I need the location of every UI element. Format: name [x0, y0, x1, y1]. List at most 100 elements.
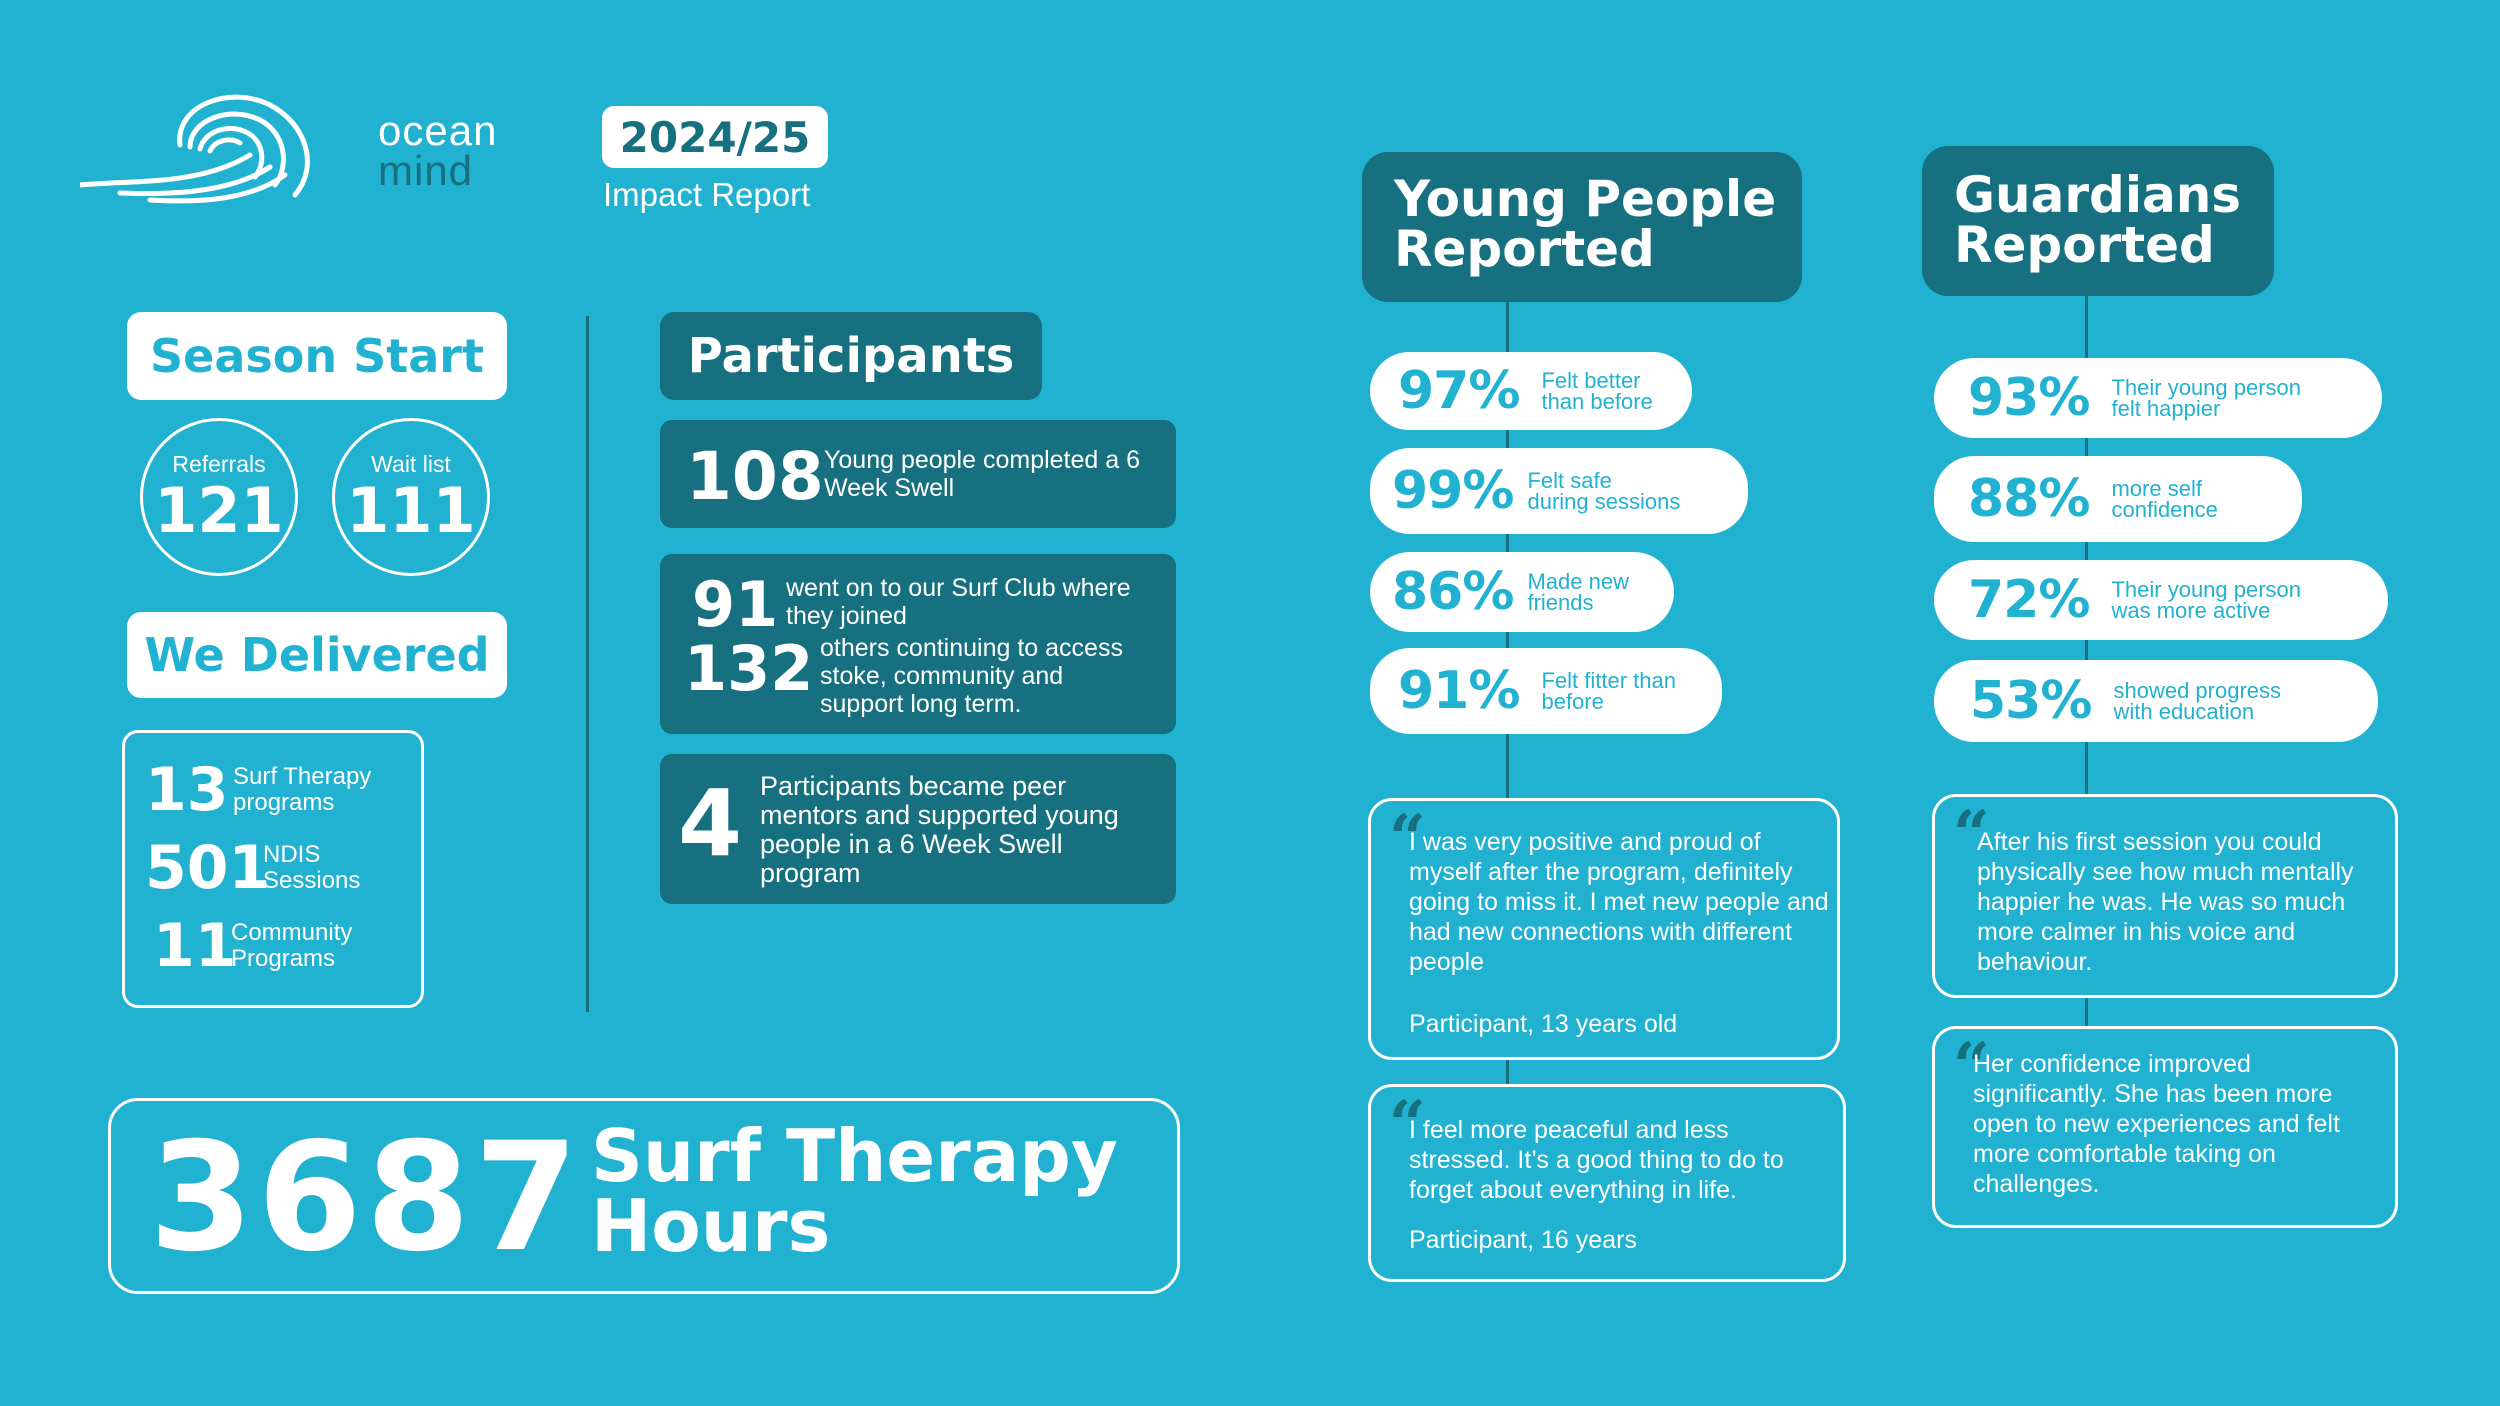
guardian-stat-line1: showed progress — [2113, 678, 2282, 703]
delivered-item: 11 Community Programs — [153, 911, 391, 981]
young-quote-author: Participant, 16 years — [1409, 1226, 1637, 1254]
participants-card-completed: 108 Young people completed a 6 Week Swel… — [660, 420, 1176, 528]
young-quote-text: I feel more peaceful and less stressed. … — [1409, 1116, 1784, 1204]
hours-label-line2: Hours — [591, 1184, 831, 1268]
delivered-value: 11 — [153, 911, 237, 981]
guardian-stat-line2: confidence — [2111, 497, 2218, 522]
referrals-value: 121 — [154, 474, 284, 547]
guardian-stat-line2: felt happier — [2111, 396, 2221, 421]
referrals-label: Referrals — [172, 451, 266, 477]
delivered-label: NDIS Sessions — [263, 841, 361, 894]
guardian-stat-pill: 93% Their young person felt happier — [1934, 358, 2382, 438]
guardian-stat-pill: 72% Their young person was more active — [1934, 560, 2388, 640]
guardian-stat-pct: 88% — [1968, 469, 2090, 529]
participants-title: Participants — [687, 328, 1015, 384]
young-stat-pct: 97% — [1398, 361, 1520, 421]
young-stat-line1: Felt better — [1541, 368, 1641, 393]
guardian-quote-text: After his first session you could physic… — [1977, 828, 2354, 976]
mentors-text: Participants became peer mentors and sup… — [760, 771, 1119, 888]
waitlist-label: Wait list — [371, 451, 451, 477]
season-start-title: Season Start — [150, 329, 484, 383]
delivered-item: 501 NDIS Sessions — [145, 833, 373, 903]
guardian-stat-label: more self confidence — [2111, 476, 2218, 522]
young-stat-pill: 91% Felt fitter than before — [1370, 648, 1722, 734]
completed-value: 108 — [686, 438, 824, 515]
hours-label-line1: Surf Therapy — [591, 1114, 1118, 1198]
guardians-title-line2: Reported — [1954, 216, 2215, 274]
young-quote-card: “ I feel more peaceful and less stressed… — [1368, 1084, 1846, 1282]
young-people-header: Young People Reported — [1362, 152, 1802, 302]
waitlist-circle: Wait list 111 — [332, 418, 490, 576]
hours-value: 3687 — [149, 1111, 583, 1285]
hours-label: Surf Therapy Hours — [591, 1114, 1118, 1268]
guardian-stat-pill: 53% showed progress with education — [1934, 660, 2378, 742]
guardian-stat-label: Their young person felt happier — [2111, 375, 2302, 421]
young-people-title-line1: Young People — [1394, 170, 1777, 228]
guardian-stat-pct: 93% — [1968, 368, 2090, 428]
guardian-stat-pill: 88% more self confidence — [1934, 456, 2302, 542]
young-stat-label: Felt fitter than before — [1541, 668, 1676, 714]
young-stat-pill: 97% Felt better than before — [1370, 352, 1692, 430]
young-quote-card: “ I was very positive and proud of mysel… — [1368, 798, 1840, 1060]
guardians-header: Guardians Reported — [1922, 146, 2274, 296]
young-stat-label: Felt safe during sessions — [1527, 468, 1681, 514]
young-quote-author: Participant, 13 years old — [1409, 1010, 1678, 1038]
participants-card-mentors: 4 Participants became peer mentors and s… — [660, 754, 1176, 904]
young-stat-pct: 99% — [1392, 461, 1514, 521]
guardian-stat-pct: 53% — [1970, 671, 2092, 731]
young-stat-line2: than before — [1541, 389, 1653, 414]
we-delivered-title: We Delivered — [144, 628, 490, 682]
young-stat-line2: before — [1541, 689, 1604, 714]
quote-mark-icon: “ — [1389, 1087, 1426, 1162]
mentors-value: 4 — [678, 770, 743, 877]
young-stat-pill: 99% Felt safe during sessions — [1370, 448, 1748, 534]
guardian-quote-text: Her confidence improved significantly. S… — [1973, 1050, 2340, 1198]
column-divider — [586, 316, 589, 1012]
delivered-value: 501 — [145, 833, 271, 903]
guardian-stat-label: showed progress with education — [2113, 678, 2282, 723]
report-label: Impact Report — [603, 176, 811, 213]
young-quote-text: I was very positive and proud of myself … — [1409, 828, 1829, 976]
delivered-label: Surf Therapy programs — [233, 763, 372, 816]
guardian-quote-card: “ Her confidence improved significantly.… — [1932, 1026, 2398, 1228]
young-stat-pct: 91% — [1398, 661, 1520, 721]
wave-logo-icon — [80, 94, 310, 204]
year-text: 2024/25 — [619, 112, 811, 162]
waitlist-value: 111 — [346, 474, 476, 547]
guardian-quote-card: “ After his first session you could phys… — [1932, 794, 2398, 998]
hours-box: 3687 Surf Therapy Hours — [108, 1098, 1180, 1294]
participants-header: Participants — [660, 312, 1042, 400]
young-stat-label: Felt better than before — [1541, 368, 1653, 414]
young-people-title-line2: Reported — [1394, 220, 1655, 278]
guardian-stat-label: Their young person was more active — [2111, 579, 2301, 623]
young-stat-line2: friends — [1527, 590, 1594, 615]
season-start-header: Season Start — [127, 312, 507, 400]
guardians-title: Guardians Reported — [1954, 170, 2241, 270]
guardian-stat-line1: more self — [2111, 476, 2202, 501]
brand-name-ocean: ocean — [378, 107, 498, 154]
young-stat-line1: Made new — [1527, 569, 1629, 594]
young-stat-pct: 86% — [1392, 562, 1514, 622]
guardian-stat-pct: 72% — [1968, 570, 2090, 630]
brand-name-mind: mind — [378, 147, 474, 194]
young-stat-line1: Felt fitter than — [1541, 668, 1676, 693]
guardian-stat-line2: was more active — [2111, 598, 2271, 623]
referrals-circle: Referrals 121 — [140, 418, 298, 576]
we-delivered-header: We Delivered — [127, 612, 507, 698]
surf-club-value: 91 — [692, 568, 779, 641]
continuing-value: 132 — [684, 632, 814, 705]
young-people-title: Young People Reported — [1394, 174, 1776, 274]
guardians-title-line1: Guardians — [1954, 166, 2242, 224]
young-stat-line1: Felt safe — [1527, 468, 1612, 493]
completed-text: Young people completed a 6 Week Swell — [824, 446, 1141, 502]
quote-mark-icon: “ — [1389, 801, 1426, 876]
guardian-stat-line1: Their young person — [2111, 375, 2302, 400]
quote-mark-icon: “ — [1953, 1029, 1990, 1104]
young-stat-line2: during sessions — [1527, 489, 1681, 514]
delivered-value: 13 — [145, 755, 229, 825]
continuing-text: others continuing to access stoke, commu… — [820, 634, 1123, 718]
young-stat-pill: 86% Made new friends — [1370, 552, 1674, 632]
delivered-item: 13 Surf Therapy programs — [145, 755, 403, 825]
delivered-label: Community Programs — [231, 919, 353, 972]
surf-club-text: went on to our Surf Club where they join… — [786, 574, 1131, 630]
